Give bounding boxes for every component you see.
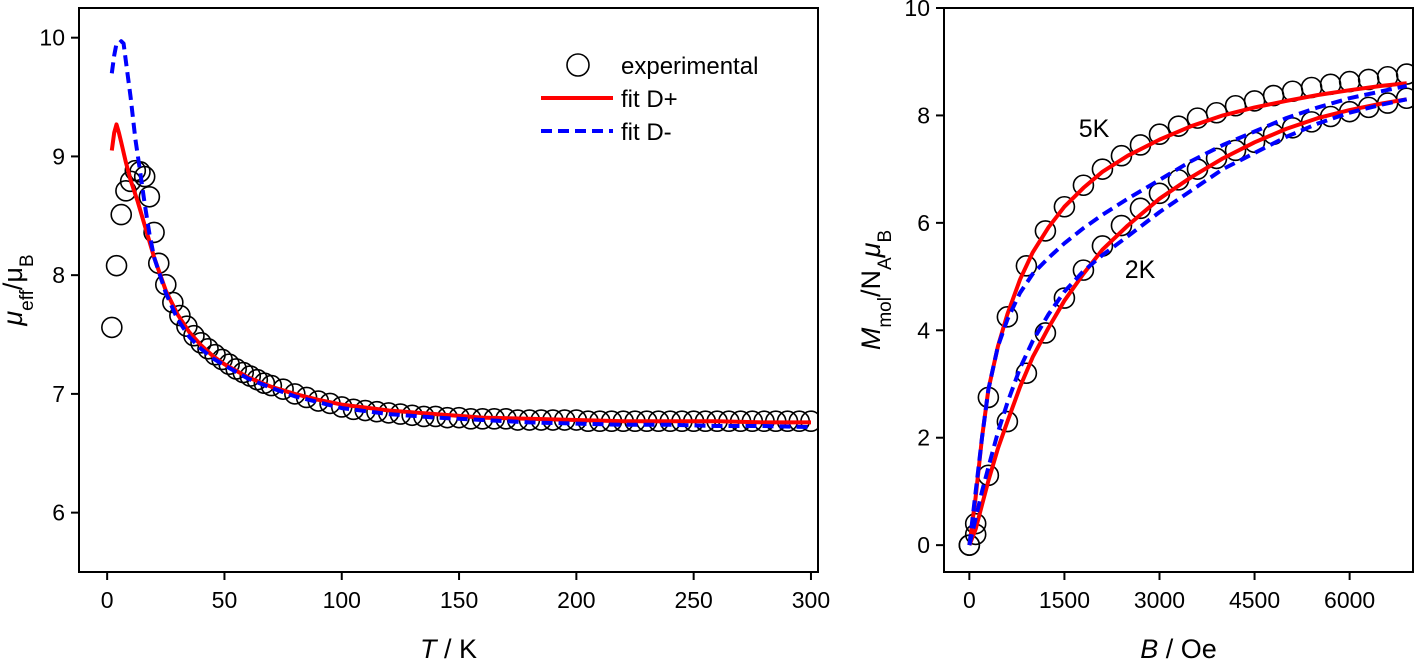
data-point-experimental	[183, 324, 205, 347]
x-tick-label: 300	[792, 587, 830, 613]
x-tick-label: 250	[674, 587, 712, 613]
x-tick-label: 0	[963, 587, 976, 613]
data-point-experimental	[197, 337, 219, 360]
y-tick-label: 0	[917, 532, 930, 558]
right-panel-magnetization-plot: 0 1500 3000 4500 6000 0 2 4 6 8 10 B / Oe Mmol/NAμB 5…	[856, 0, 1414, 664]
y-tick-label: 8	[917, 102, 930, 128]
x-tick-label: 3000	[1134, 587, 1185, 613]
legend-label: experimental	[621, 53, 758, 80]
data-point-experimental	[1224, 139, 1247, 162]
legend-label: fit D+	[621, 86, 678, 113]
data-point-experimental	[1110, 214, 1133, 237]
data-point-experimental	[401, 404, 423, 427]
data-point-experimental	[1053, 195, 1076, 218]
y-tick-label: 6	[917, 210, 930, 236]
data-point-experimental	[143, 221, 165, 244]
x-tick-label: 0	[101, 587, 114, 613]
y-tick-label: 8	[52, 262, 65, 288]
y-tick-label: 4	[917, 317, 930, 343]
x-tick-label: 100	[323, 587, 361, 613]
data-point-experimental	[1395, 87, 1413, 110]
x-tick-label: 6000	[1324, 587, 1375, 613]
x-tick-label: 4500	[1229, 587, 1280, 613]
annotation-2k: 2K	[1125, 256, 1156, 284]
plot-data-area	[958, 63, 1413, 556]
y-tick-label: 10	[39, 25, 65, 51]
data-point-experimental	[138, 185, 161, 208]
fit-d-minus-line	[967, 83, 1408, 546]
legend-marker-experimental	[566, 53, 590, 77]
data-point-experimental	[105, 254, 128, 277]
fit-d-minus-line	[967, 97, 1408, 546]
y-tick-label: 7	[52, 381, 65, 407]
x-axis-title: T / K	[420, 634, 477, 664]
x-tick-label: 200	[557, 587, 595, 613]
annotation-5k: 5K	[1079, 115, 1110, 143]
plot-data-area	[101, 39, 818, 433]
x-tick-label: 50	[212, 587, 238, 613]
left-panel-temperature-plot: 0 50 100 150 200 250 300 6 7 8 9 10 T / K μeff/μB expe…	[0, 7, 830, 664]
x-axis-title: B / Oe	[1140, 634, 1217, 664]
data-point-experimental	[190, 332, 212, 354]
data-point-experimental	[1053, 287, 1076, 309]
data-point-experimental	[1072, 174, 1095, 197]
fit-d-plus-line	[967, 81, 1407, 546]
y-tick-label: 6	[52, 500, 65, 526]
fit-d-plus-line	[109, 122, 811, 425]
plot-frame	[78, 7, 819, 573]
y-tick-label: 10	[904, 0, 930, 21]
x-tick-label: 1500	[1039, 587, 1090, 613]
x-tick-label: 150	[440, 587, 478, 613]
y-axis-title: Mmol/NAμB	[856, 230, 896, 350]
y-tick-label: 2	[917, 425, 930, 451]
data-point-experimental	[996, 410, 1019, 433]
fit-d-minus-line	[109, 39, 812, 430]
y-axis-title: μeff/μB	[0, 254, 38, 326]
legend: experimental fit D+ fit D-	[541, 53, 758, 146]
data-point-experimental	[133, 165, 156, 188]
data-point-experimental	[1015, 255, 1038, 277]
data-point-experimental	[284, 383, 306, 405]
data-point-experimental	[1072, 259, 1095, 281]
data-point-experimental	[996, 306, 1019, 328]
y-tick-label: 9	[52, 143, 65, 169]
data-point-experimental	[1034, 220, 1057, 242]
data-point-experimental	[101, 316, 123, 339]
plot-frame	[943, 7, 1414, 573]
legend-label: fit D-	[621, 119, 672, 146]
data-point-experimental	[1091, 158, 1114, 180]
data-point-experimental	[110, 203, 133, 226]
